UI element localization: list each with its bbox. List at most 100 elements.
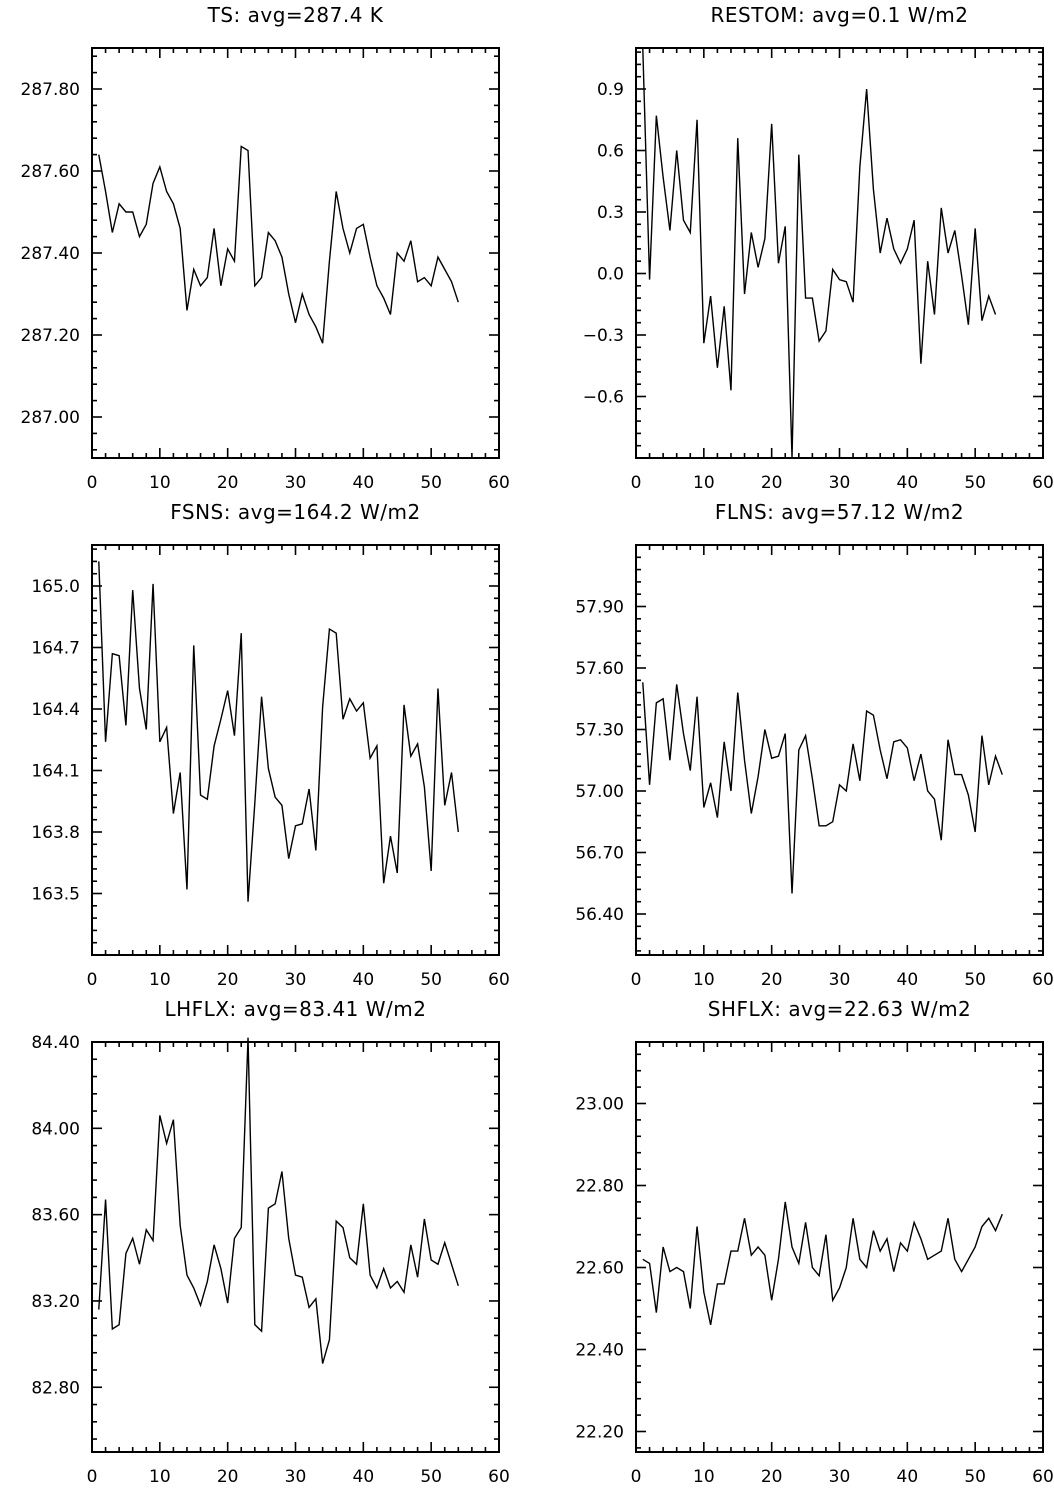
series-line-fsns [98, 561, 459, 902]
panel-title-shflx: SHFLX: avg=22.63 W/m2 [708, 997, 972, 1021]
y-tick-label: 83.20 [31, 1292, 80, 1312]
y-tick-label: 163.8 [31, 823, 80, 843]
x-tick-label: 50 [964, 473, 986, 493]
panel-flns: FLNS: avg=57.12 W/m2 0 10 20 30 40 50 60 56.40 56… [575, 500, 1053, 990]
y-tick-label: 287.20 [21, 326, 80, 346]
panel-shflx: SHFLX: avg=22.63 W/m2 0 10 20 30 40 50 60 22.20 2… [575, 997, 1053, 1487]
x-tick-label: 60 [1032, 970, 1054, 990]
x-tick-label: 40 [897, 1467, 919, 1487]
panel-title-ts: TS: avg=287.4 K [207, 3, 384, 27]
x-tick-label: 20 [761, 473, 783, 493]
x-tick-label: 20 [217, 473, 239, 493]
series-line-lhflx [98, 1037, 459, 1364]
y-tick-label: 84.40 [31, 1033, 80, 1053]
y-tick-label: 22.80 [575, 1177, 624, 1197]
y-tick-label: 82.80 [31, 1378, 80, 1398]
plot-frame [91, 544, 500, 956]
plot-frame [91, 1041, 500, 1453]
panel-title-fsns: FSNS: avg=164.2 W/m2 [170, 500, 420, 524]
y-tick-label: 287.80 [21, 80, 80, 100]
x-tick-label: 20 [761, 1467, 783, 1487]
plot-frame [635, 1041, 1044, 1453]
x-tick-label: 30 [829, 473, 851, 493]
y-tick-label: 0.9 [597, 80, 624, 100]
x-tick-label: 20 [761, 970, 783, 990]
x-tick-label: 30 [285, 1467, 307, 1487]
panel-restom: RESTOM: avg=0.1 W/m2 0 10 20 30 40 50 60 −0.6 −0.… [583, 3, 1054, 493]
x-tick-label: 0 [631, 1467, 642, 1487]
x-tick-label: 30 [285, 473, 307, 493]
x-tick-label: 50 [964, 1467, 986, 1487]
y-tick-label: 0.6 [597, 142, 624, 162]
x-tick-label: 60 [488, 970, 510, 990]
x-tick-label: 0 [631, 970, 642, 990]
x-tick-label: 60 [488, 1467, 510, 1487]
x-tick-label: 10 [693, 970, 715, 990]
x-tick-label: 60 [488, 473, 510, 493]
x-tick-label: 60 [1032, 1467, 1054, 1487]
y-tick-label: 22.20 [575, 1423, 624, 1443]
panel-ts: TS: avg=287.4 K 0 10 20 30 40 50 60 287.00 287.20… [21, 3, 510, 493]
y-tick-label: −0.3 [583, 326, 624, 346]
y-tick-label: 56.70 [575, 844, 624, 864]
x-tick-label: 20 [217, 970, 239, 990]
y-tick-label: 57.90 [575, 598, 624, 618]
x-tick-label: 50 [420, 473, 442, 493]
y-tick-label: 287.60 [21, 162, 80, 182]
panel-lhflx: LHFLX: avg=83.41 W/m2 0 10 20 30 40 50 60 82.80 8… [31, 997, 509, 1487]
y-tick-label: 57.00 [575, 782, 624, 802]
y-tick-label: 22.40 [575, 1341, 624, 1361]
y-tick-label: 22.60 [575, 1259, 624, 1279]
panel-title-flns: FLNS: avg=57.12 W/m2 [715, 500, 964, 524]
panel-title-restom: RESTOM: avg=0.1 W/m2 [711, 3, 969, 27]
x-tick-label: 0 [87, 970, 98, 990]
x-tick-label: 0 [87, 473, 98, 493]
y-tick-label: 163.5 [31, 885, 80, 905]
x-tick-label: 30 [829, 970, 851, 990]
x-tick-label: 50 [420, 970, 442, 990]
x-tick-label: 30 [285, 970, 307, 990]
x-tick-label: 20 [217, 1467, 239, 1487]
y-tick-label: 84.00 [31, 1119, 80, 1139]
x-tick-label: 40 [353, 1467, 375, 1487]
x-tick-label: 10 [693, 473, 715, 493]
plot-frame [635, 544, 1044, 956]
x-tick-label: 40 [353, 970, 375, 990]
y-tick-label: 0.3 [597, 203, 624, 223]
series-line-flns [642, 682, 1003, 894]
x-tick-label: 40 [897, 970, 919, 990]
x-tick-label: 10 [693, 1467, 715, 1487]
y-tick-label: 165.0 [31, 577, 80, 597]
plot-frame [91, 47, 500, 459]
series-line-restom [642, 47, 997, 459]
y-tick-label: 23.00 [575, 1095, 624, 1115]
x-tick-label: 40 [897, 473, 919, 493]
x-tick-label: 0 [87, 1467, 98, 1487]
x-tick-label: 50 [420, 1467, 442, 1487]
x-tick-label: 10 [149, 1467, 171, 1487]
y-tick-label: 0.0 [597, 265, 624, 285]
y-tick-label: 57.60 [575, 659, 624, 679]
x-tick-label: 40 [353, 473, 375, 493]
y-tick-label: 56.40 [575, 905, 624, 925]
series-line-shflx [642, 1201, 1003, 1326]
panel-title-lhflx: LHFLX: avg=83.41 W/m2 [164, 997, 426, 1021]
x-tick-label: 60 [1032, 473, 1054, 493]
y-tick-label: 83.60 [31, 1206, 80, 1226]
y-tick-label: 287.40 [21, 244, 80, 264]
y-tick-label: 164.4 [31, 700, 80, 720]
plot-frame [635, 47, 1044, 459]
y-tick-label: 57.30 [575, 721, 624, 741]
y-tick-label: 287.00 [21, 408, 80, 428]
x-tick-label: 30 [829, 1467, 851, 1487]
x-tick-label: 0 [631, 473, 642, 493]
x-tick-label: 10 [149, 473, 171, 493]
series-line-ts [98, 145, 459, 344]
x-tick-label: 10 [149, 970, 171, 990]
y-tick-label: −0.6 [583, 388, 624, 408]
y-tick-label: 164.7 [31, 639, 80, 659]
x-tick-label: 50 [964, 970, 986, 990]
y-tick-label: 164.1 [31, 762, 80, 782]
panel-fsns: FSNS: avg=164.2 W/m2 0 10 20 30 40 50 60 163.5 16… [31, 500, 509, 990]
